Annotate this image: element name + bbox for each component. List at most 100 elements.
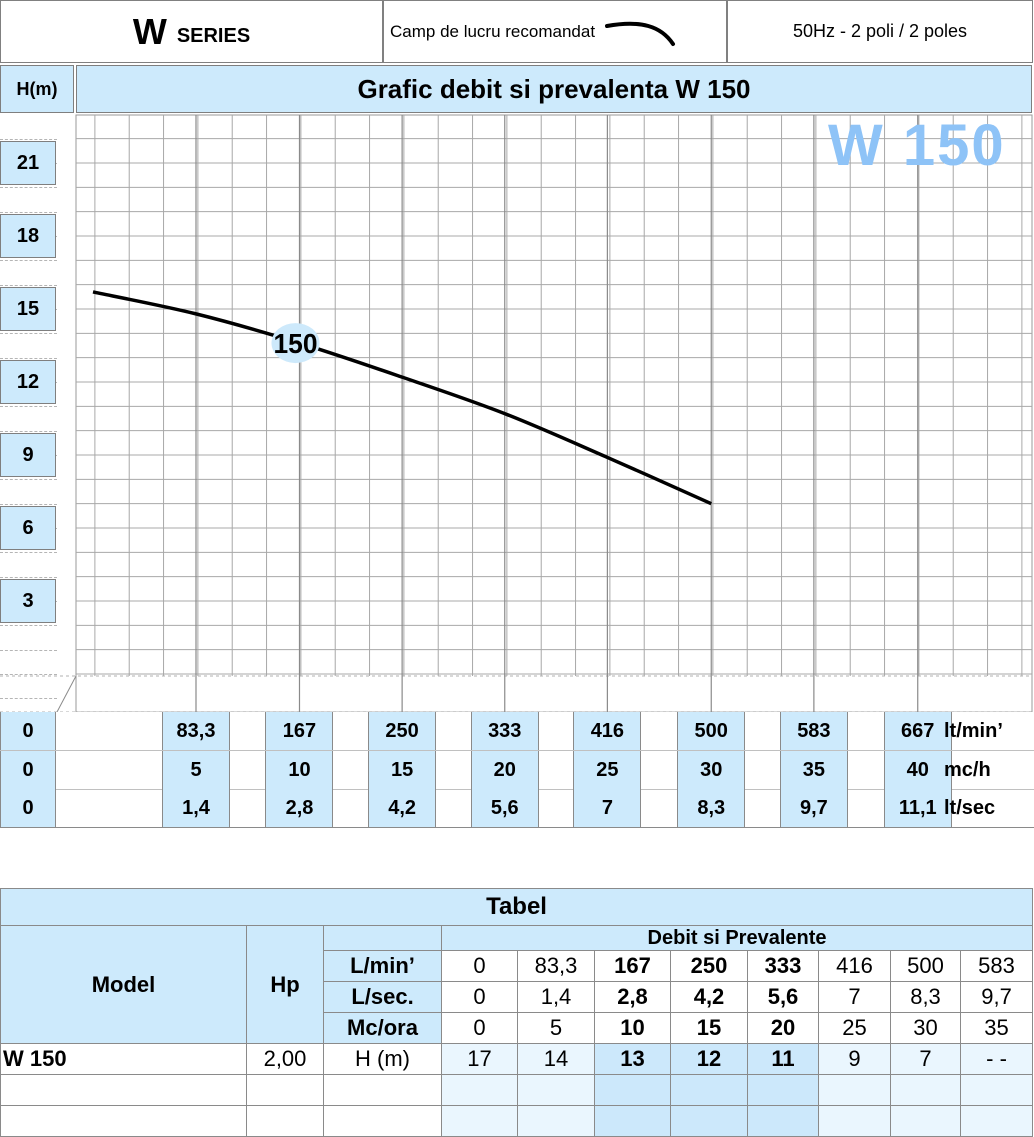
y-tick-label: 21 xyxy=(0,141,56,185)
x-tick-value: 250 xyxy=(368,712,437,750)
series-label: 150 xyxy=(273,328,317,359)
table-cell: 333 xyxy=(747,950,819,982)
empty-cell xyxy=(747,1074,819,1106)
group-header: Debit si Prevalente xyxy=(440,925,1034,951)
x-tick-value: 4,2 xyxy=(368,789,437,827)
x-tick-value: 25 xyxy=(573,751,642,789)
y-strip-line xyxy=(0,260,57,262)
x-tick-value: 0 xyxy=(0,712,56,750)
chart-title: Grafic debit si prevalenta W 150 xyxy=(76,65,1032,113)
empty-cell xyxy=(441,1105,518,1137)
series-title: W SERIES xyxy=(0,0,383,63)
x-tick-value: 583 xyxy=(779,712,848,750)
x-tick-value: 8,3 xyxy=(677,789,746,827)
x-tick-value: 500 xyxy=(677,712,746,750)
y-axis: 3 6 9 12 15 18 21 xyxy=(0,115,57,712)
x-tick-value: 15 xyxy=(368,751,437,789)
table-cell: 250 xyxy=(670,950,748,982)
table-cell: 1,4 xyxy=(517,981,595,1013)
recommended-label: Camp de lucru recomandat xyxy=(390,21,596,41)
x-unit-label: lt/sec xyxy=(944,796,996,819)
model-h-label: H (m) xyxy=(323,1043,442,1075)
empty-cell xyxy=(0,1105,247,1137)
x-row-separator xyxy=(0,750,1034,751)
table-cell: 583 xyxy=(959,950,1034,982)
x-rows-bottom-border xyxy=(0,827,1034,828)
chart-area xyxy=(75,114,1033,712)
y-tick-label: 15 xyxy=(0,287,56,331)
x-tick-value: 2,8 xyxy=(265,789,334,827)
y-tick-label: 9 xyxy=(0,433,56,477)
empty-cell xyxy=(441,1074,518,1106)
row-label-lsec: L/sec. xyxy=(323,981,442,1013)
row-label-lmin: L/min’ xyxy=(323,950,442,982)
table-cell: 2,8 xyxy=(594,981,671,1013)
x-tick-value: 9,7 xyxy=(779,789,848,827)
table-cell: 83,3 xyxy=(517,950,595,982)
y-strip-line xyxy=(0,479,57,481)
x-tick-value: 7 xyxy=(573,789,642,827)
table-title: Tabel xyxy=(0,888,1034,926)
x-unit-label: lt/min’ xyxy=(944,719,1003,742)
model-hp: 2,00 xyxy=(246,1043,324,1075)
table-cell: 500 xyxy=(890,950,961,982)
empty-cell xyxy=(323,1105,442,1137)
x-tick-value: 416 xyxy=(573,712,642,750)
head-value-cell: 12 xyxy=(670,1043,748,1075)
empty-cell xyxy=(246,1074,324,1106)
empty-cell xyxy=(517,1074,595,1106)
series-small-label: SERIES xyxy=(176,25,251,47)
table-cell: 30 xyxy=(890,1012,961,1044)
x-tick-value: 11,1 xyxy=(883,789,952,827)
x-tick-value: 40 xyxy=(883,751,952,789)
table-cell: 0 xyxy=(441,1012,518,1044)
empty-cell xyxy=(959,1105,1034,1137)
table-cell: 35 xyxy=(959,1012,1034,1044)
hp-header: Hp xyxy=(246,925,324,1044)
series-label-bubble xyxy=(271,323,320,364)
table-cell: 0 xyxy=(441,950,518,982)
chart-watermark: W 150 xyxy=(828,113,1006,178)
y-tick-label: 3 xyxy=(0,579,56,623)
x-tick-value: 5,6 xyxy=(470,789,539,827)
table-cell: 20 xyxy=(747,1012,819,1044)
series-curve-150 xyxy=(92,290,712,506)
table-cell: 5,6 xyxy=(747,981,819,1013)
y-strip-line xyxy=(0,187,57,189)
head-value-cell: 9 xyxy=(818,1043,891,1075)
y-strip-line xyxy=(0,211,57,213)
table-cell: 8,3 xyxy=(890,981,961,1013)
table-cell: 4,2 xyxy=(670,981,748,1013)
x-unit-label: mc/h xyxy=(944,758,991,781)
y-strip-line xyxy=(0,503,57,505)
frequency-label: 50Hz - 2 poli / 2 poles xyxy=(792,21,968,41)
x-tick-value: 10 xyxy=(265,751,334,789)
table-cell: 7 xyxy=(818,981,891,1013)
empty-cell xyxy=(0,1074,247,1106)
y-strip-line xyxy=(0,406,57,408)
empty-cell xyxy=(594,1074,671,1106)
head-value-cell: 11 xyxy=(747,1043,819,1075)
head-value-cell: 7 xyxy=(890,1043,961,1075)
empty-cell xyxy=(818,1105,891,1137)
y-strip-line xyxy=(0,698,57,700)
y-strip-line xyxy=(0,649,57,651)
row-label-mcora: Mc/ora xyxy=(323,1012,442,1044)
recommended-field-legend: Camp de lucru recomandat xyxy=(383,0,727,63)
head-value-cell: 13 xyxy=(594,1043,671,1075)
y-strip-line xyxy=(0,284,57,286)
y-strip-line xyxy=(0,138,57,140)
x-axis-rows: 0 83,3 167 250 333 416 500 583 667 lt/min’ 0 5 10 15 2… xyxy=(0,712,1034,828)
model-name: W 150 xyxy=(0,1043,247,1075)
x-tick-value: 167 xyxy=(265,712,334,750)
axis-corner-line xyxy=(56,675,77,712)
table-cell: 5 xyxy=(517,1012,595,1044)
empty-cell xyxy=(246,1105,324,1137)
x-tick-value: 1,4 xyxy=(162,789,230,827)
x-tick-value: 35 xyxy=(779,751,848,789)
y-strip-line xyxy=(0,430,57,432)
y-strip-line xyxy=(0,552,57,554)
y-strip-line xyxy=(0,674,57,675)
table-cell: 9,7 xyxy=(959,981,1034,1013)
x-tick-value: 5 xyxy=(162,751,230,789)
